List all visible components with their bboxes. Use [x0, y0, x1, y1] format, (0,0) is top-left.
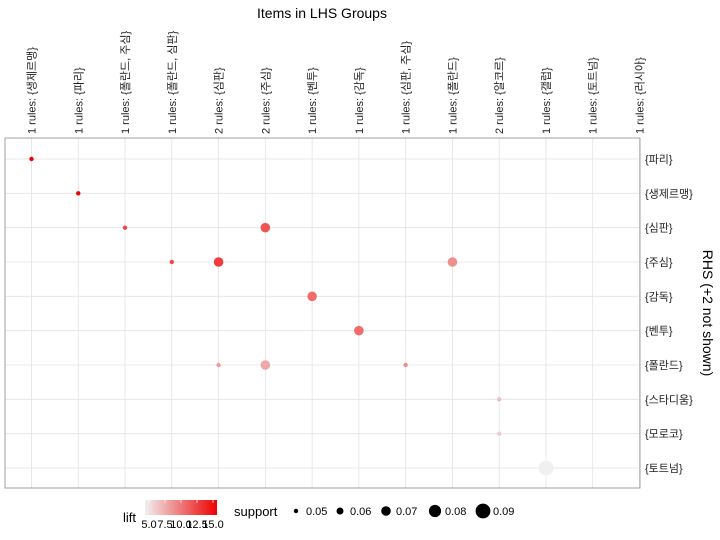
points	[29, 156, 554, 476]
rule-point	[447, 257, 458, 267]
rule-point	[496, 397, 502, 402]
support-key-dot	[475, 503, 491, 519]
support-key-dot	[381, 506, 391, 516]
lift-legend-title: lift	[123, 510, 136, 525]
x-tick-label: 1 rules: {갤럽}	[539, 67, 553, 134]
rule-point	[307, 291, 317, 302]
rule-point	[354, 325, 364, 336]
y-tick-label: {스타디움}	[645, 393, 693, 406]
support-key-dot	[428, 504, 442, 518]
x-tick-label: 1 rules: {심판, 주심}	[400, 41, 413, 134]
y-tick-labels: {파리} {생제르맹} {심판} {주심} {감독} {벤투} {폴란드} {스타디움} {모로…	[645, 153, 693, 475]
rule-point	[29, 156, 34, 162]
support-key-label: 0.09	[493, 506, 514, 518]
x-tick-label: 1 rules: {폴란드, 주심}	[119, 30, 132, 134]
rule-point	[260, 360, 271, 370]
x-tick-label: 2 rules: {알코르}	[492, 57, 506, 134]
x-tick-label: 1 rules: {벤투}	[306, 67, 319, 134]
support-legend: support 0.05 0.06 0.07 0.08 0.09	[234, 503, 514, 519]
support-key-label: 0.08	[445, 506, 466, 518]
support-key-dot	[336, 507, 344, 515]
rule-point	[76, 191, 81, 196]
y-tick-label: {감독}	[645, 290, 673, 303]
rule-point	[403, 362, 408, 368]
rule-point	[213, 257, 224, 267]
plot-panel	[4, 137, 641, 489]
support-key-label: 0.07	[396, 506, 417, 518]
x-tick-label: 1 rules: {폴란드, 심판}	[166, 30, 179, 134]
rule-point	[122, 225, 128, 230]
grid	[5, 138, 640, 488]
rule-point	[496, 431, 502, 436]
x-tick-label: 1 rules: {생제르맹}	[26, 47, 39, 134]
support-key-label: 0.06	[350, 506, 371, 518]
y-tick-label: {파리}	[645, 153, 673, 166]
y-tick-label: {벤투}	[645, 325, 673, 338]
lift-tick-label: 10.0	[170, 519, 191, 531]
x-tick-label: 1 rules: {폴란드}	[446, 57, 459, 134]
chart-title: Items in LHS Groups	[257, 5, 387, 21]
x-tick-label: 1 rules: {토트넘}	[587, 57, 600, 134]
rule-point	[169, 259, 175, 265]
support-key-dot	[293, 508, 299, 514]
lift-colorbar	[145, 500, 217, 515]
lift-legend: lift 5.0 7.510.012.515.0	[123, 500, 224, 531]
support-key-label: 0.05	[306, 506, 327, 518]
support-legend-title: support	[234, 504, 278, 519]
y-tick-label: {모로코}	[645, 429, 683, 441]
rule-point	[260, 222, 271, 233]
lift-tick-label: 7.5	[157, 519, 172, 531]
x-tick-label: 1 rules: {러시아}	[634, 57, 647, 134]
rhs-axis-title: RHS (+2 not shown)	[700, 250, 716, 376]
x-tick-label: 2 rules: {심판}	[213, 67, 226, 134]
lift-tick-label: 15.0	[202, 519, 223, 531]
y-tick-label: {심판}	[645, 222, 673, 235]
y-tick-label: {생제르맹}	[645, 187, 693, 200]
rule-point	[538, 460, 554, 476]
y-tick-label: {주심}	[645, 256, 673, 269]
x-tick-label: 2 rules: {주심}	[259, 67, 272, 134]
x-tick-label: 1 rules: {감독}	[353, 67, 366, 134]
x-tick-labels: 1 rules: {생제르맹} 1 rules: {파리} 1 rules: {폴란…	[26, 30, 647, 134]
lift-tick-label: 5.0	[141, 519, 156, 531]
rule-point	[216, 362, 221, 368]
lift-tick-label: 12.5	[186, 519, 207, 531]
x-tick-label: 1 rules: {파리}	[72, 67, 85, 134]
y-tick-label: {토트넘}	[645, 462, 683, 475]
y-tick-label: {폴란드}	[645, 359, 683, 372]
